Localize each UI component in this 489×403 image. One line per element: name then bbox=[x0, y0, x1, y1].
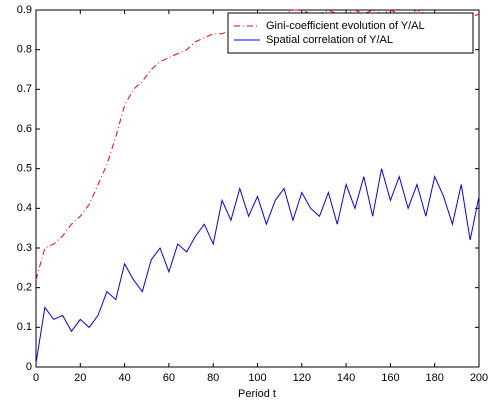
y-tick-label: 0.8 bbox=[17, 44, 32, 56]
x-tick-label: 60 bbox=[163, 372, 175, 384]
y-tick-label: 0.7 bbox=[17, 83, 32, 95]
x-axis-label: Period t bbox=[238, 388, 276, 400]
y-tick-label: 0.9 bbox=[17, 4, 32, 16]
legend-label: Gini-coefficient evolution of Y/AL bbox=[266, 20, 425, 32]
x-tick-label: 160 bbox=[381, 372, 399, 384]
y-tick-label: 0.6 bbox=[17, 123, 32, 135]
x-tick-label: 120 bbox=[293, 372, 311, 384]
legend: Gini-coefficient evolution of Y/AL Spatia… bbox=[227, 12, 474, 54]
y-tick-label: 0.5 bbox=[17, 163, 32, 175]
y-tick-label: 0.2 bbox=[17, 282, 32, 294]
legend-box bbox=[227, 12, 474, 54]
x-tick-label: 140 bbox=[337, 372, 355, 384]
x-tick-label: 0 bbox=[33, 372, 39, 384]
x-tick-label: 200 bbox=[470, 372, 488, 384]
y-tick-label: 0.1 bbox=[17, 321, 32, 333]
x-tick-label: 180 bbox=[426, 372, 444, 384]
x-tick-label: 20 bbox=[74, 372, 86, 384]
data-line bbox=[35, 168, 480, 364]
y-tick-label: 0.4 bbox=[17, 202, 32, 214]
plot-area bbox=[35, 9, 480, 368]
y-tick-label: 0.3 bbox=[17, 242, 32, 254]
legend-label: Spatial correlation of Y/AL bbox=[266, 34, 393, 46]
x-tick-label: 80 bbox=[207, 372, 219, 384]
y-tick-label: 0 bbox=[26, 361, 32, 373]
x-tick-label: 40 bbox=[118, 372, 130, 384]
x-tick-label: 100 bbox=[248, 372, 266, 384]
